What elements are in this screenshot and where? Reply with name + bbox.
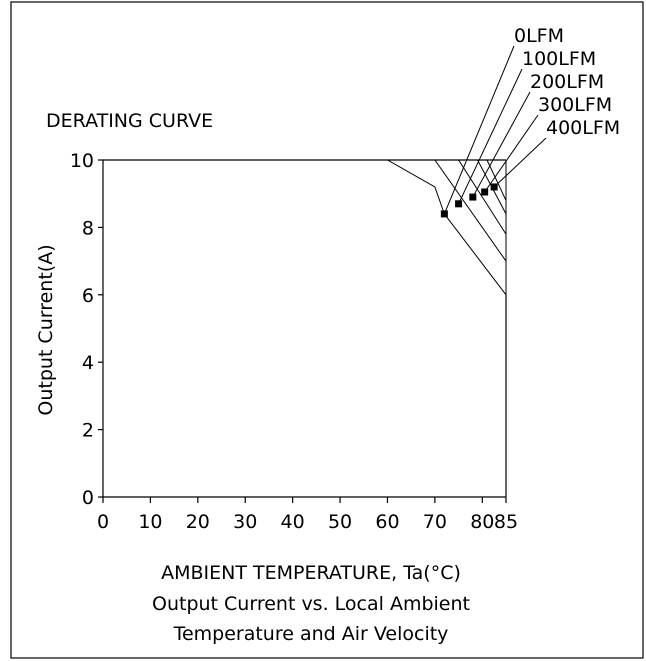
y-axis-label: Output Current(A) xyxy=(35,244,57,415)
leader-400lfm xyxy=(493,137,547,188)
label-0lfm: 0LFM xyxy=(514,25,564,47)
label-300lfm: 300LFM xyxy=(538,94,612,116)
y-tick-label: 6 xyxy=(82,285,94,307)
leader-0lfm xyxy=(443,45,515,215)
x-tick-label: 30 xyxy=(233,511,257,533)
curve-markers xyxy=(440,183,498,218)
label-400lfm: 400LFM xyxy=(546,117,620,139)
x-tick-label: 10 xyxy=(138,511,162,533)
leader-200lfm xyxy=(472,91,531,198)
x-tick-label: 85 xyxy=(494,511,518,533)
leader-100lfm xyxy=(458,68,523,205)
label-100lfm: 100LFM xyxy=(522,48,596,70)
caption-line-2: Temperature and Air Velocity xyxy=(173,623,449,645)
x-tick-label: 60 xyxy=(375,511,399,533)
curve-200lfm xyxy=(103,159,507,235)
chart-title: DERATING CURVE xyxy=(46,110,213,132)
x-tick-label: 20 xyxy=(186,511,210,533)
y-tick-label: 8 xyxy=(82,217,94,239)
y-tick-label: 4 xyxy=(82,352,94,374)
curve-leader-lines xyxy=(443,45,547,215)
x-tick-label: 40 xyxy=(281,511,305,533)
x-tick-label: 50 xyxy=(328,511,352,533)
curve-300lfm xyxy=(103,159,507,215)
y-tick-label: 2 xyxy=(82,420,94,442)
axis-ticks: 0 2 4 6 8 10 0 10 20 30 40 50 60 70 80 85 xyxy=(70,150,518,533)
x-axis-label: AMBIENT TEMPERATURE, Ta(°C) xyxy=(161,562,461,584)
x-tick-label: 70 xyxy=(423,511,447,533)
y-tick-label: 10 xyxy=(70,150,94,172)
leader-300lfm xyxy=(484,114,539,193)
curve-0lfm xyxy=(103,159,507,296)
x-tick-label: 80 xyxy=(470,511,494,533)
x-tick-label: 0 xyxy=(97,511,109,533)
y-tick-label: 0 xyxy=(82,487,94,509)
label-200lfm: 200LFM xyxy=(530,71,604,93)
curve-400lfm xyxy=(103,159,507,201)
caption-line-1: Output Current vs. Local Ambient xyxy=(152,593,470,615)
curves xyxy=(103,159,507,296)
figure-border xyxy=(10,1,644,659)
